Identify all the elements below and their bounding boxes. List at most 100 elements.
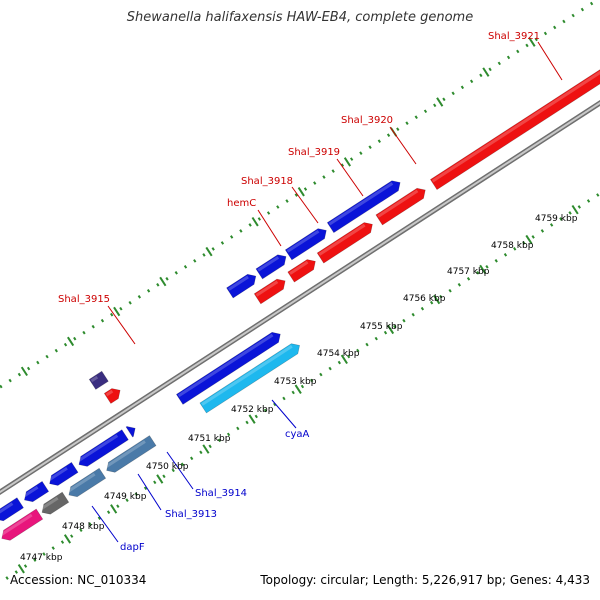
gene-blue-d-shine <box>227 275 249 291</box>
gene-blue-a-shine <box>328 182 394 226</box>
gene-grey-shine <box>40 496 59 511</box>
tick-major <box>159 276 167 287</box>
gene-grey <box>40 491 70 515</box>
gene-shal-3921-shine <box>431 61 600 183</box>
leader-shal-3919 <box>336 158 364 197</box>
gene-grey-shape <box>41 491 70 515</box>
scale-label-4758: 4758 kbp <box>491 241 534 251</box>
label-shal-3913[interactable]: Shal_3913 <box>165 509 217 520</box>
tick-major <box>20 366 28 377</box>
gene-blue-e-shape <box>175 331 281 405</box>
genome-backbone <box>0 99 600 496</box>
leader-shal-3921 <box>537 41 563 81</box>
scale-label-4751: 4751 kbp <box>188 434 231 444</box>
gene-shal-3918 <box>287 259 316 283</box>
gene-blue-h <box>47 461 79 486</box>
scale-label-4756: 4756 kbp <box>403 294 446 304</box>
label-shal-3918[interactable]: Shal_3918 <box>241 176 293 187</box>
scale-label-4748: 4748 kbp <box>62 522 105 532</box>
gene-shal-3921-shape <box>430 60 600 191</box>
gene-shal-3920-shape <box>375 187 426 226</box>
scale-label-4754: 4754 kbp <box>317 349 360 359</box>
label-shal-3915[interactable]: Shal_3915 <box>58 294 110 305</box>
gene-shal-3913-shine <box>67 472 96 493</box>
tick-major <box>67 336 75 347</box>
gene-blue-i-shine <box>22 486 39 498</box>
label-shal-3919[interactable]: Shal_3919 <box>288 147 340 158</box>
gene-blue-d <box>226 273 257 299</box>
gene-blue-c <box>255 254 287 280</box>
gene-dapF-shape <box>1 508 44 541</box>
gene-shal-3919-shine <box>318 223 366 256</box>
gene-shal-3915-shine <box>90 375 99 383</box>
label-leader-lines <box>91 41 563 543</box>
gene-blue-b-shape <box>284 228 327 261</box>
gene-hemC-shine <box>255 280 279 297</box>
gene-shal-3915-shape <box>88 370 109 390</box>
label-hemC[interactable]: hemC <box>227 198 256 209</box>
scale-label-4755: 4755 kbp <box>360 322 403 332</box>
tick-major <box>571 204 579 215</box>
tick-major <box>113 306 121 317</box>
label-shal-3920[interactable]: Shal_3920 <box>341 115 393 126</box>
scale-label-4757: 4757 kbp <box>447 267 490 277</box>
tick-major <box>525 234 533 245</box>
gene-blue-h-shine <box>47 466 68 482</box>
gene-blue-i-shape <box>24 480 50 503</box>
gene-blue-a <box>326 180 401 234</box>
gene-blue-j <box>0 497 24 522</box>
scale-label-4749: 4749 kbp <box>104 492 147 502</box>
tick-major <box>386 324 395 335</box>
label-dapF[interactable]: dapF <box>120 542 145 553</box>
tick-major <box>482 67 490 77</box>
gene-shal-3921 <box>430 60 600 191</box>
gene-blue-g-shine <box>77 434 119 463</box>
gene-blue-b-shine <box>286 229 320 253</box>
gene-dapF-shine <box>0 513 33 537</box>
gene-shal-3914 <box>104 435 157 473</box>
scale-label-4750: 4750 kbp <box>146 462 189 472</box>
tick-major <box>63 534 72 544</box>
gene-shal-3914-shine <box>104 440 146 469</box>
leader-shal-3918 <box>291 186 319 224</box>
tick-major <box>294 384 302 394</box>
gene-blue-g <box>77 429 129 467</box>
gene-blue-b <box>284 228 327 261</box>
gene-shal-3920 <box>375 187 426 226</box>
gene-hemC <box>253 278 286 305</box>
gene-blue-j-shape <box>0 497 24 522</box>
tick-major <box>156 474 164 484</box>
gene-shal-3915-red-shape <box>103 388 121 404</box>
gene-shal-3919 <box>316 222 373 264</box>
map-title: Shewanella halifaxensis HAW-EB4, complet… <box>126 10 474 25</box>
backbone-inner <box>0 101 600 494</box>
tick-major <box>528 37 536 47</box>
scale-label-4752: 4752 kbp <box>231 405 274 415</box>
gene-shal-3914-shape <box>106 435 157 473</box>
gene-shal-3915-red-shine <box>105 389 114 397</box>
gene-blue-g-shape <box>78 429 129 467</box>
leader-dapF <box>91 505 119 543</box>
label-cyaA[interactable]: cyaA <box>285 429 310 440</box>
leader-shal-3913 <box>137 473 162 511</box>
gene-shal-3913-shape <box>68 467 107 498</box>
gene-hemC-shape <box>253 278 286 305</box>
label-shal-3921[interactable]: Shal_3921 <box>488 31 540 42</box>
gene-cyaA-shape <box>199 343 300 414</box>
label-shal-3914[interactable]: Shal_3914 <box>195 488 247 499</box>
leader-shal-3920 <box>389 126 417 165</box>
genome-summary-text: Topology: circular; Length: 5,226,917 bp… <box>260 573 590 587</box>
leader-hemC <box>257 209 282 247</box>
gene-blue-f-shape <box>125 426 136 438</box>
gene-blue-e <box>175 331 281 405</box>
gene-shal-3920-shine <box>377 189 419 218</box>
gene-shal-3918-shape <box>287 259 316 283</box>
leader-cyaA <box>271 399 297 429</box>
gene-shal-3915 <box>88 370 109 390</box>
gene-blue-c-shine <box>257 256 280 272</box>
leader-shal-3914 <box>166 451 194 490</box>
gene-features[interactable] <box>0 57 600 543</box>
